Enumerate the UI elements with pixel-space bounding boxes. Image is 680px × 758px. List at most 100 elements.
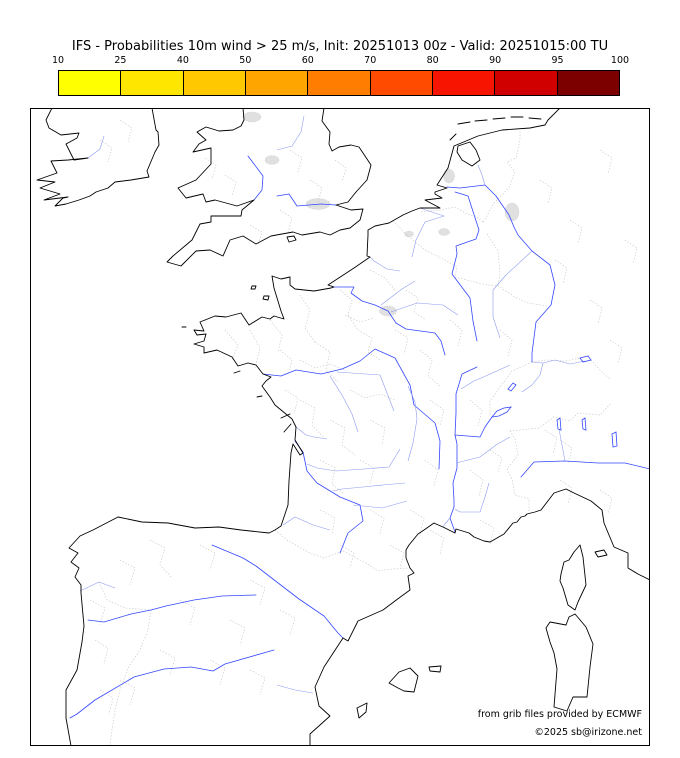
- colorbar-tick-label: 90: [489, 55, 502, 66]
- river-allier: [407, 385, 418, 462]
- river-petit-rhone: [442, 517, 451, 528]
- coastlines-layer: [36, 109, 649, 745]
- colorbar-segment: [120, 71, 183, 95]
- river-dordogne: [306, 448, 401, 472]
- river-adour: [282, 516, 331, 531]
- river-po: [520, 460, 649, 478]
- river-jucar: [276, 684, 314, 694]
- river-marne: [390, 302, 459, 316]
- map-frame: [30, 108, 650, 746]
- river-durance: [454, 482, 490, 513]
- river-seine: [331, 286, 446, 356]
- page-title: IFS - Probabilities 10m wind > 25 m/s, I…: [71, 39, 609, 54]
- colorbar-segment: [369, 71, 432, 95]
- urban-areas-layer: [242, 111, 520, 317]
- coast-ireland: [36, 109, 160, 207]
- colorbar-segment: [182, 71, 245, 95]
- colorbar-tick-label: 70: [364, 55, 377, 66]
- lake-geneva: [491, 406, 512, 418]
- colorbar-segment: [244, 71, 308, 95]
- lake-como: [581, 417, 587, 431]
- colorbar-bar: [58, 70, 620, 96]
- coast-ile-yeu: [256, 395, 263, 398]
- coast-ibiza: [356, 702, 368, 719]
- coast-great-britain: [166, 109, 372, 267]
- river-rhone: [449, 416, 493, 533]
- colorbar-tick-label: 95: [551, 55, 564, 66]
- urban-area: [242, 111, 262, 123]
- colorbar-tick-label: 40: [176, 55, 189, 66]
- colorbar-tick-label: 10: [51, 55, 65, 66]
- river-ijssel: [477, 164, 486, 186]
- river-alpine-rhine: [531, 359, 586, 365]
- urban-area: [443, 168, 455, 184]
- river-lot: [332, 482, 406, 492]
- colorbar-segment: [556, 71, 619, 95]
- admin-borders-layer: [89, 119, 638, 745]
- river-loire: [262, 348, 441, 470]
- coast-ijsselmeer: [456, 141, 481, 167]
- urban-area: [404, 230, 414, 238]
- coast-oleron: [283, 423, 292, 433]
- coast-mediterranean: [309, 488, 649, 745]
- river-ebro: [211, 544, 344, 639]
- river-saone: [454, 366, 478, 436]
- coast-isle-of-wight: [286, 235, 297, 243]
- river-vienne: [329, 375, 359, 433]
- coast-menorca: [428, 665, 442, 673]
- river-isere: [455, 436, 511, 464]
- river-oise: [380, 280, 416, 306]
- colorbar-segment: [307, 71, 370, 95]
- river-meuse: [451, 191, 480, 342]
- river-rhine: [446, 184, 556, 363]
- river-minho: [79, 581, 116, 592]
- colorbar-tick-label: 80: [426, 55, 439, 66]
- colorbar-ticks: 10 25 40 50 60 70 80 90 95 100: [52, 55, 629, 68]
- frisian-islands: [449, 116, 542, 141]
- river-somme: [369, 256, 401, 272]
- coast-guernsey: [250, 285, 257, 290]
- river-charente: [295, 426, 328, 440]
- colorbar-tick-label: 60: [301, 55, 314, 66]
- credit-ecmwf: from grib files provided by ECMWF: [477, 709, 642, 720]
- urban-area: [438, 228, 450, 236]
- river-shannon: [87, 135, 105, 159]
- river-tagus: [69, 649, 275, 719]
- coast-belle-ile: [233, 370, 241, 374]
- river-scheldt: [411, 207, 445, 258]
- lake-maggiore: [556, 417, 562, 431]
- coast-continent-atlantic: [65, 109, 560, 745]
- river-doubs: [460, 364, 511, 390]
- coast-corsica: [559, 544, 587, 611]
- river-moselle: [492, 250, 533, 339]
- river-severn: [247, 155, 264, 201]
- colorbar-tick-label: 50: [239, 55, 252, 66]
- river-trent: [276, 115, 305, 151]
- urban-area: [264, 155, 280, 165]
- colorbar-tick-label: 100: [610, 55, 630, 66]
- coast-mallorca: [388, 667, 419, 693]
- river-thames: [276, 193, 337, 207]
- colorbar-segment: [494, 71, 557, 95]
- river-aare: [521, 362, 544, 393]
- credit-site: ©2025 sb@irizone.net: [534, 727, 642, 738]
- colorbar-tick-label: 25: [114, 55, 127, 66]
- lake-garda: [611, 431, 618, 448]
- river-ticino: [558, 428, 566, 462]
- map-layers: [36, 109, 649, 745]
- river-garonne: [294, 440, 364, 554]
- river-cher: [336, 371, 395, 412]
- coast-ile-re: [280, 413, 291, 419]
- coast-jersey: [262, 295, 270, 301]
- rivers-layer: [69, 115, 649, 719]
- colorbar-segment: [59, 71, 121, 95]
- urban-area: [504, 202, 520, 222]
- river-douro: [87, 594, 257, 623]
- lake-constance: [579, 355, 592, 363]
- lake-neuchatel: [507, 382, 517, 392]
- coast-sardinia: [545, 613, 594, 712]
- small-islands: [181, 285, 292, 433]
- river-tarn: [352, 500, 408, 509]
